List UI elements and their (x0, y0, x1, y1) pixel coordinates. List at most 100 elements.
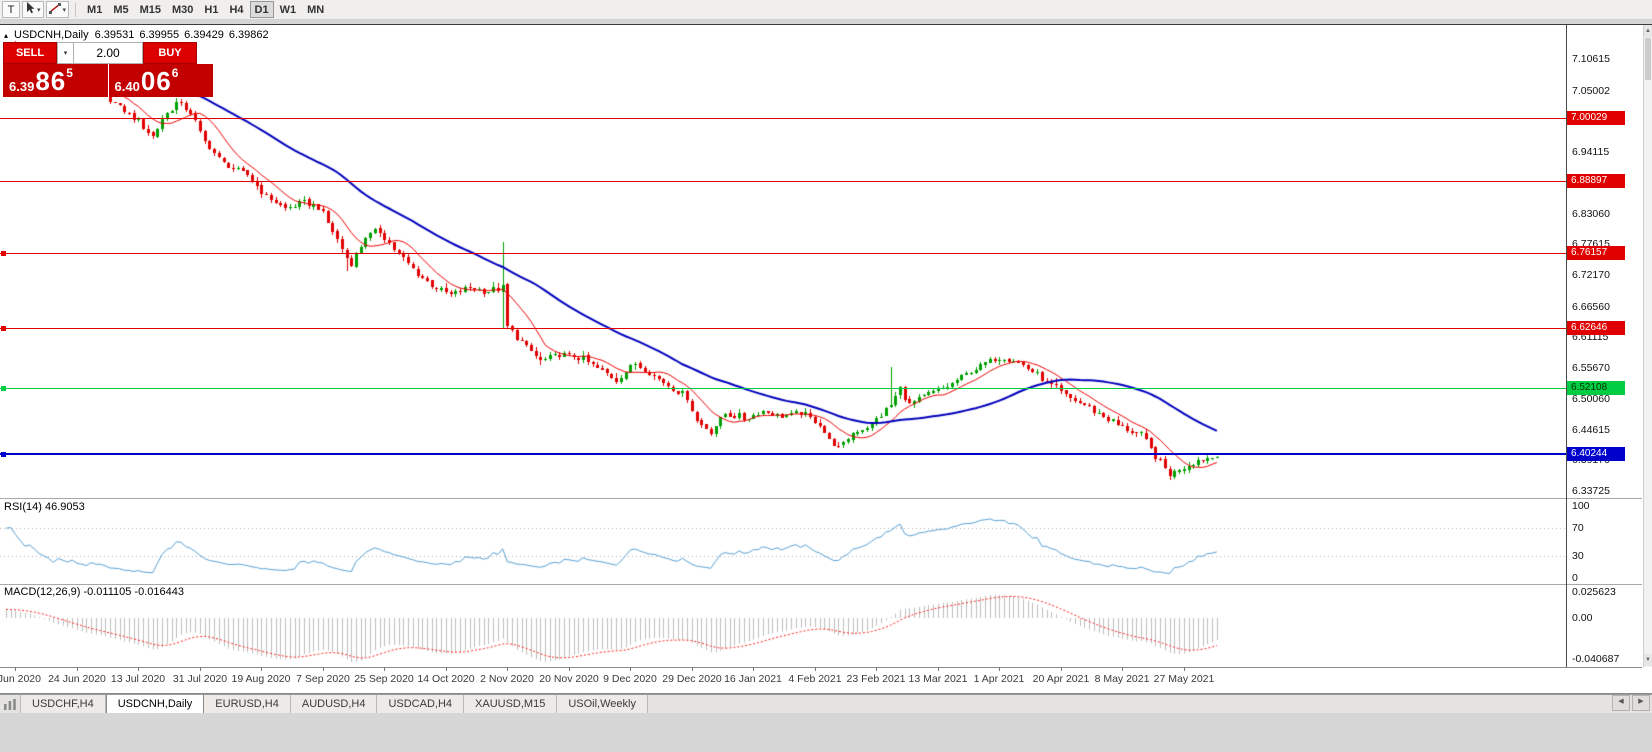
time-axis-tick (1061, 667, 1062, 671)
sell-price-main: 6.39 (9, 79, 35, 94)
chevron-down-icon: ▾ (37, 6, 41, 14)
symbol-period-label: USDCNH,Daily (14, 29, 89, 41)
buy-button[interactable]: BUY (143, 42, 197, 64)
level-line-handle[interactable] (1, 326, 6, 331)
sell-button[interactable]: SELL (3, 42, 57, 64)
ohlc-open: 6.39531 (94, 29, 135, 41)
rsi-scale-label: 30 (1572, 550, 1584, 563)
tab-usdcad-h4[interactable]: USDCAD,H4 (377, 695, 465, 713)
price-scale-label: 7.05002 (1572, 84, 1610, 97)
sell-price-point: 5 (66, 66, 73, 80)
scroll-up-icon[interactable]: ▲ (1644, 25, 1652, 37)
tab-scroll-right-icon[interactable]: ▶ (1632, 695, 1650, 711)
time-axis-line (0, 667, 1642, 668)
trade-controls-row: SELL ▾ BUY (3, 42, 213, 64)
price-chart-canvas[interactable] (0, 25, 1566, 667)
time-axis-label: 20 Apr 2021 (1032, 673, 1090, 685)
chevron-down-icon: ▾ (63, 50, 68, 57)
level-line-handle[interactable] (1, 251, 6, 256)
charts-list-icon[interactable] (0, 695, 21, 713)
time-axis-tick (384, 667, 385, 671)
time-axis-tick (815, 667, 816, 671)
time-axis-tick (876, 667, 877, 671)
horizontal-level-line[interactable] (0, 181, 1566, 182)
time-axis-tick (1122, 667, 1123, 671)
price-scale-label: 6.55670 (1572, 361, 1610, 374)
timeframe-button-d1[interactable]: D1 (249, 1, 274, 18)
vertical-scrollbar[interactable]: ▲ ▼ (1643, 25, 1652, 667)
price-level-badge: 6.52108 (1567, 381, 1625, 395)
chart-tab-bar: USDCHF,H4 USDCNH,Daily EURUSD,H4 AUDUSD,H4 U… (0, 694, 1652, 713)
time-axis-tick (507, 667, 508, 671)
timeframe-button-m5[interactable]: M5 (108, 1, 133, 18)
time-axis-label: 24 Jun 2020 (48, 673, 106, 685)
horizontal-level-line[interactable] (0, 453, 1566, 455)
price-scale-divider (1566, 25, 1567, 667)
price-level-badge: 6.40244 (1567, 447, 1625, 461)
price-scale-label: 6.33725 (1572, 484, 1610, 497)
volume-dropdown-button[interactable]: ▾ (57, 42, 73, 64)
horizontal-level-line[interactable] (0, 118, 1566, 119)
price-scale-label: 6.50060 (1572, 393, 1610, 406)
scrollbar-thumb[interactable] (1645, 38, 1651, 80)
time-axis-tick (999, 667, 1000, 671)
horizontal-level-line[interactable] (0, 328, 1566, 329)
time-axis-label: 31 Jul 2020 (172, 673, 228, 685)
timeframe-button-h4[interactable]: H4 (224, 1, 248, 18)
volume-input[interactable] (73, 42, 143, 64)
price-scale-label: 6.66560 (1572, 300, 1610, 313)
trendline-tool-button[interactable]: ▾ (45, 1, 70, 18)
buy-price-display[interactable]: 6.40 06 6 (108, 64, 213, 97)
time-axis-tick (323, 667, 324, 671)
timeframe-button-h1[interactable]: H1 (199, 1, 223, 18)
buy-price-pips: 06 (140, 66, 172, 96)
chevron-down-icon: ▾ (62, 6, 67, 14)
horizontal-level-line[interactable] (0, 253, 1566, 254)
chart-window: ▴ USDCNH,Daily 6.39531 6.39955 6.39429 6… (0, 24, 1652, 694)
cursor-tool-button[interactable]: ▾ (22, 1, 44, 18)
ohlc-close: 6.39862 (228, 29, 269, 41)
collapse-panel-icon[interactable]: ▴ (4, 30, 9, 40)
level-line-handle[interactable] (1, 452, 6, 457)
time-axis-label: 7 Sep 2020 (296, 673, 350, 685)
tab-audusd-h4[interactable]: AUDUSD,H4 (290, 695, 378, 713)
time-axis-label: 1 Apr 2021 (973, 673, 1025, 685)
sell-price-display[interactable]: 6.39 86 5 (3, 64, 108, 97)
time-axis-label: 19 Aug 2020 (231, 673, 291, 685)
tab-scroll-left-icon[interactable]: ◀ (1612, 695, 1630, 711)
price-scale-label: 6.83060 (1572, 207, 1610, 220)
timeframe-button-w1[interactable]: W1 (275, 1, 302, 18)
timeframe-button-m30[interactable]: M30 (167, 1, 198, 18)
tab-scroll-buttons: ◀ ▶ (1612, 695, 1650, 711)
time-axis-tick (77, 667, 78, 671)
price-level-badge: 6.62646 (1567, 321, 1625, 335)
rsi-panel-separator[interactable] (0, 498, 1642, 499)
rsi-indicator-label: RSI(14) 46.9053 (4, 501, 85, 513)
timeframe-button-m15[interactable]: M15 (135, 1, 166, 18)
scroll-down-icon[interactable]: ▼ (1644, 654, 1652, 666)
tab-usoil-weekly[interactable]: USOil,Weekly (557, 695, 648, 713)
time-axis-tick (569, 667, 570, 671)
timeframe-button-mn[interactable]: MN (302, 1, 329, 18)
price-level-badge: 6.88897 (1567, 174, 1625, 188)
macd-panel-separator[interactable] (0, 584, 1642, 585)
tab-usdcnh-daily[interactable]: USDCNH,Daily (105, 695, 205, 713)
time-axis-label: 25 Sep 2020 (354, 673, 414, 685)
tab-eurusd-h4[interactable]: EURUSD,H4 (204, 695, 291, 713)
time-axis-label: 27 May 2021 (1153, 673, 1215, 685)
t-button[interactable]: T (2, 1, 20, 18)
one-click-trading-panel: SELL ▾ BUY 6.39 86 5 6.40 06 6 (3, 42, 213, 97)
timeframe-button-m1[interactable]: M1 (82, 1, 107, 18)
time-axis-label: 13 Jul 2020 (110, 673, 166, 685)
price-level-badge: 7.00029 (1567, 111, 1625, 125)
time-axis-label: 29 Dec 2020 (662, 673, 722, 685)
horizontal-level-line[interactable] (0, 388, 1566, 389)
time-axis-label: 4 Feb 2021 (788, 673, 842, 685)
tab-xauusd-m15[interactable]: XAUUSD,M15 (464, 695, 558, 713)
level-line-handle[interactable] (1, 386, 6, 391)
tab-usdchf-h4[interactable]: USDCHF,H4 (21, 695, 106, 713)
time-axis-tick (753, 667, 754, 671)
time-axis-tick (692, 667, 693, 671)
time-axis-label: 23 Feb 2021 (846, 673, 906, 685)
sell-price-pips: 86 (35, 66, 67, 96)
